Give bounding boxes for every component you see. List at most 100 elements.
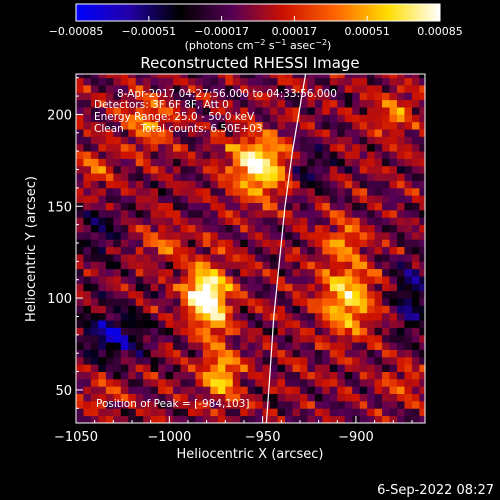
heatmap-cell <box>143 371 152 380</box>
heatmap-cell <box>187 246 196 255</box>
heatmap-cell <box>299 209 308 218</box>
heatmap-cell <box>128 114 137 123</box>
heatmap-cell <box>195 74 204 79</box>
heatmap-cell <box>382 114 390 123</box>
heatmap-cell <box>120 77 129 86</box>
heatmap-cell <box>352 305 361 314</box>
heatmap-cell <box>83 283 92 292</box>
heatmap-cell <box>217 92 226 101</box>
heatmap-cell <box>187 386 196 395</box>
heatmap-cell <box>90 349 99 358</box>
heatmap-cell <box>314 195 323 203</box>
heatmap-cell <box>397 129 405 137</box>
heatmap-cell <box>105 85 114 93</box>
heatmap-cell <box>247 151 256 159</box>
heatmap-cell <box>165 158 174 167</box>
heatmap-cell <box>173 239 181 248</box>
heatmap-cell <box>262 85 271 93</box>
heatmap-cell <box>389 283 398 292</box>
heatmap-cell <box>105 114 114 123</box>
heatmap-cell <box>397 158 405 167</box>
heatmap-cell <box>397 305 405 314</box>
heatmap-cell <box>255 77 264 86</box>
heatmap-cell <box>322 312 331 321</box>
heatmap-cell <box>255 195 264 203</box>
heatmap-cell <box>404 415 413 423</box>
heatmap-cell <box>232 121 241 130</box>
heatmap-cell <box>299 268 308 277</box>
heatmap-cell <box>202 312 211 321</box>
heatmap-cell <box>344 320 353 328</box>
heatmap-cell <box>150 334 159 343</box>
heatmap-cell <box>150 268 159 277</box>
heatmap-cell <box>247 386 256 395</box>
heatmap-cell <box>180 129 189 137</box>
heatmap-cell <box>344 143 353 152</box>
heatmap-cell <box>150 261 159 270</box>
heatmap-cell <box>397 165 405 174</box>
heatmap-cell <box>307 136 316 145</box>
heatmap-cell <box>225 378 234 387</box>
heatmap-cell <box>255 408 264 417</box>
heatmap-cell <box>225 158 234 167</box>
heatmap-cell <box>135 158 144 167</box>
heatmap-cell <box>150 224 159 233</box>
heatmap-cell <box>322 77 331 86</box>
heatmap-cell <box>397 209 405 218</box>
y-tick-label: 100 <box>47 292 72 307</box>
heatmap-cell <box>98 254 107 262</box>
heatmap-cell <box>285 371 293 380</box>
heatmap-cell <box>367 378 376 387</box>
heatmap-cell <box>195 320 204 328</box>
heatmap-cell <box>202 136 211 145</box>
heatmap-cell <box>210 400 219 409</box>
heatmap-cell <box>285 334 293 343</box>
heatmap-cell <box>299 386 308 395</box>
heatmap-cell <box>344 195 353 203</box>
heatmap-cell <box>195 268 204 277</box>
heatmap-cell <box>337 371 346 380</box>
heatmap-cell <box>329 231 338 240</box>
heatmap-cell <box>135 217 144 226</box>
heatmap-cell <box>270 290 278 299</box>
heatmap-cell <box>90 85 99 93</box>
heatmap-cell <box>382 202 390 211</box>
heatmap-cell <box>411 261 420 270</box>
heatmap-cell <box>344 261 353 270</box>
heatmap-cell <box>337 143 346 152</box>
heatmap-cell <box>262 312 271 321</box>
heatmap-cell <box>247 165 256 174</box>
heatmap-cell <box>329 364 338 372</box>
heatmap-cell <box>411 312 420 321</box>
heatmap-cell <box>150 217 159 226</box>
heatmap-cell <box>344 393 353 402</box>
heatmap-cell <box>352 254 361 262</box>
heatmap-cell <box>404 276 413 284</box>
heatmap-cell <box>165 400 174 409</box>
heatmap-cell <box>165 143 174 152</box>
heatmap-cell <box>180 121 189 130</box>
heatmap-cell <box>270 364 278 372</box>
heatmap-cell <box>195 195 204 203</box>
heatmap-cell <box>83 400 92 409</box>
heatmap-cell <box>359 158 368 167</box>
heatmap-cell <box>98 305 107 314</box>
heatmap-cell <box>404 202 413 211</box>
heatmap-cell <box>322 158 331 167</box>
heatmap-cell <box>359 202 368 211</box>
heatmap-cell <box>98 107 107 115</box>
heatmap-cell <box>389 151 398 159</box>
heatmap-cell <box>285 305 293 314</box>
heatmap-cell <box>314 283 323 292</box>
heatmap-cell <box>187 224 196 233</box>
heatmap-cell <box>262 114 271 123</box>
heatmap-cell <box>195 92 204 101</box>
heatmap-cell <box>217 246 226 255</box>
heatmap-cell <box>337 107 346 115</box>
heatmap-cell <box>90 261 99 270</box>
heatmap-cell <box>83 276 92 284</box>
heatmap-cell <box>352 173 361 181</box>
heatmap-cell <box>374 349 383 358</box>
heatmap-cell <box>382 371 390 380</box>
heatmap-cell <box>98 393 107 402</box>
